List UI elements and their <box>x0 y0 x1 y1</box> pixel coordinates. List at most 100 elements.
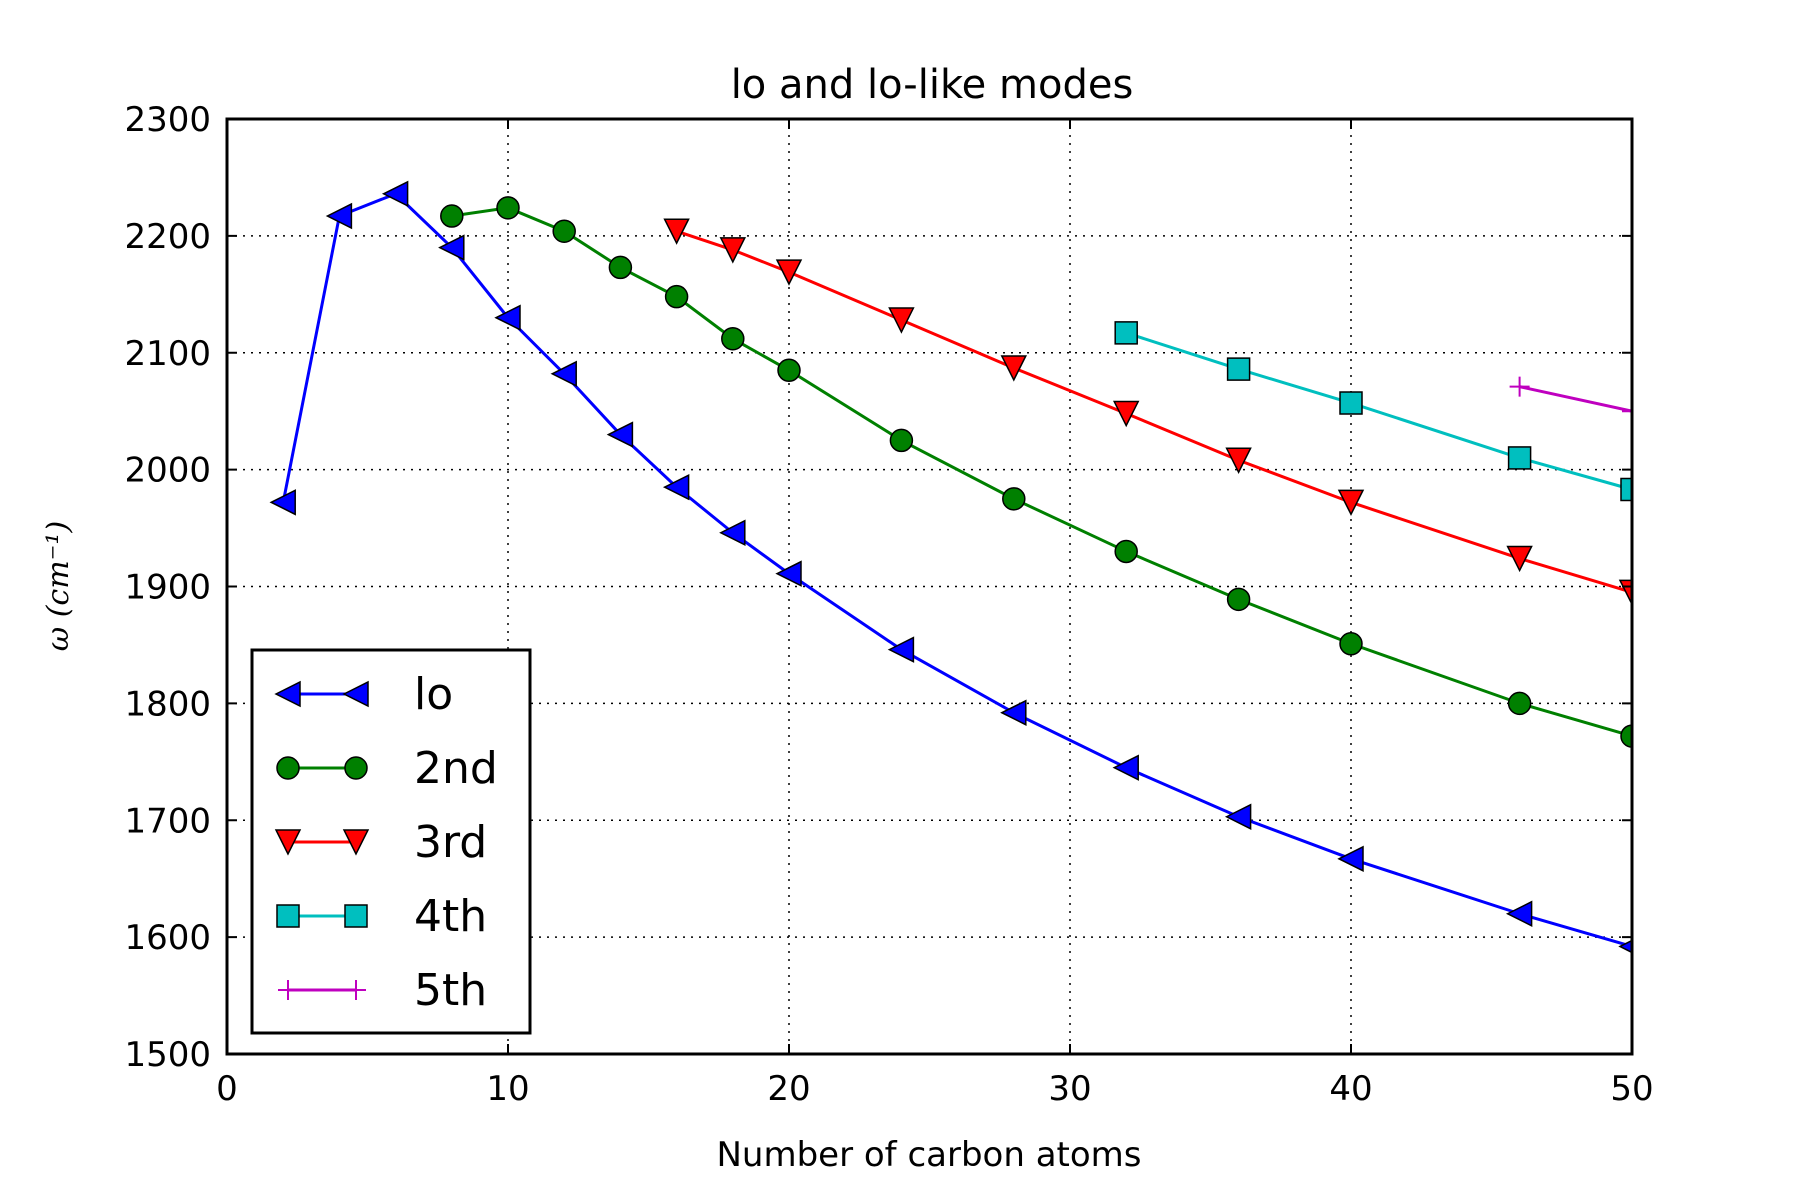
series-clip-group <box>269 180 1632 954</box>
data-point-lo <box>662 473 690 501</box>
data-point-2nd <box>496 196 520 220</box>
data-point-lo <box>1505 900 1533 927</box>
x-axis-title: Number of carbon atoms <box>716 1135 1141 1175</box>
data-point-4th <box>1620 477 1632 502</box>
series-line-2nd <box>451 206 1632 738</box>
y-axis: 1500 1600 1700 1800 1900 2000 2100 2200 2300 <box>124 100 1632 1075</box>
data-point-3rd <box>775 259 803 286</box>
x-tick-label: 20 <box>767 1069 810 1109</box>
chart-title: lo and lo-like modes <box>731 62 1134 108</box>
data-point-lo <box>381 180 409 208</box>
data-point-3rd <box>1112 400 1140 428</box>
data-point-4th <box>1114 321 1138 345</box>
data-point-lo <box>550 360 577 388</box>
data-point-2nd <box>440 204 464 228</box>
series-line-4th <box>1125 331 1632 491</box>
data-point-2nd <box>1620 724 1632 748</box>
legend-marker <box>274 680 301 708</box>
series-5th <box>1509 376 1632 422</box>
legend-item-lo: lo <box>274 669 453 720</box>
data-point-2nd <box>664 284 689 309</box>
legend-marker <box>344 904 368 928</box>
legend-item-5th: 5th <box>278 965 487 1016</box>
series-layer <box>269 180 1632 954</box>
x-tick-label: 10 <box>486 1069 529 1109</box>
legend-marker <box>346 980 366 1000</box>
data-point-5th <box>1622 401 1632 422</box>
data-point-3rd <box>1225 447 1252 474</box>
legend-marker <box>278 980 298 1000</box>
data-point-lo <box>1112 754 1139 781</box>
legend-label: lo <box>414 669 453 720</box>
data-point-4th <box>1507 446 1532 470</box>
data-point-2nd <box>777 358 801 383</box>
legend-marker <box>276 756 300 780</box>
series-line-3rd <box>676 229 1632 594</box>
legend-item-2nd: 2nd <box>276 743 498 794</box>
data-point-lo <box>887 636 915 663</box>
y-tick-label: 1700 <box>124 801 211 841</box>
data-point-4th <box>1339 391 1363 415</box>
legend-item-4th: 4th <box>276 891 487 942</box>
series-line-5th <box>1519 385 1632 413</box>
data-point-2nd <box>1114 539 1138 564</box>
x-axis: 0 10 20 30 40 50 <box>216 119 1654 1109</box>
data-point-2nd <box>552 219 576 243</box>
data-point-lo <box>775 560 802 587</box>
data-point-2nd <box>889 428 914 453</box>
data-point-3rd <box>719 237 747 264</box>
x-tick-label: 0 <box>216 1069 238 1109</box>
data-point-2nd <box>1339 632 1363 656</box>
series-4th <box>1114 321 1632 502</box>
legend-label: 4th <box>414 891 487 942</box>
data-point-lo <box>325 202 353 230</box>
y-tick-label: 2200 <box>124 217 211 257</box>
data-point-lo <box>269 489 296 516</box>
legend-marker <box>342 680 369 708</box>
data-point-lo <box>438 234 465 261</box>
data-point-lo <box>1337 845 1364 873</box>
data-point-3rd <box>1506 545 1533 573</box>
y-tick-label: 1900 <box>124 568 211 608</box>
legend-label: 5th <box>414 965 487 1016</box>
data-point-2nd <box>608 255 633 280</box>
data-point-2nd <box>1226 587 1251 612</box>
series-2nd <box>440 196 1632 748</box>
series-3rd <box>663 218 1632 607</box>
data-point-2nd <box>1002 487 1026 511</box>
legend-marker <box>342 829 370 856</box>
legend-label: 3rd <box>414 817 487 868</box>
data-point-3rd <box>1000 355 1028 382</box>
data-point-3rd <box>888 307 915 334</box>
data-point-lo <box>1224 803 1252 830</box>
data-point-3rd <box>663 218 690 245</box>
data-point-5th <box>1509 376 1530 397</box>
y-tick-label: 1600 <box>124 918 211 958</box>
y-axis-title: ω (cm⁻¹) <box>41 521 76 652</box>
series-lo <box>269 180 1632 954</box>
data-point-lo <box>719 519 746 546</box>
data-point-lo <box>1000 699 1027 726</box>
data-point-4th <box>1226 357 1251 381</box>
legend-marker <box>274 829 302 856</box>
y-tick-label: 2300 <box>124 100 211 140</box>
x-tick-label: 30 <box>1048 1069 1091 1109</box>
legend-item-3rd: 3rd <box>274 817 487 868</box>
y-tick-label: 2000 <box>124 451 211 491</box>
legend-marker <box>344 756 368 780</box>
x-tick-label: 50 <box>1610 1069 1653 1109</box>
legend-marker <box>276 904 300 928</box>
data-point-lo <box>494 304 521 331</box>
legend: lo 2nd 3rd 4th 5th <box>250 648 532 1035</box>
y-tick-label: 1800 <box>124 684 211 724</box>
data-point-lo <box>1618 939 1632 954</box>
data-point-3rd <box>1337 489 1365 517</box>
data-point-2nd <box>721 326 745 351</box>
legend-label: 2nd <box>414 743 498 794</box>
data-point-2nd <box>1507 691 1532 716</box>
data-point-lo <box>606 421 634 448</box>
x-tick-label: 40 <box>1329 1069 1372 1109</box>
y-tick-label: 1500 <box>124 1035 211 1075</box>
y-tick-label: 2100 <box>124 334 211 374</box>
